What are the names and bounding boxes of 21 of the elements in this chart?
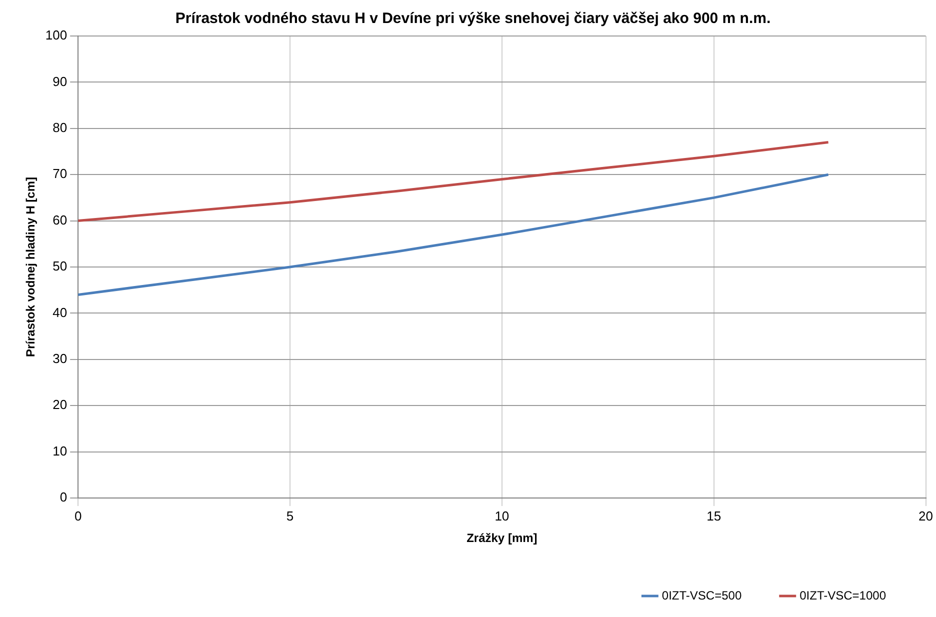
y-tick-label: 10: [52, 443, 68, 458]
y-tick-label: 70: [52, 166, 68, 182]
y-tick-label: 80: [52, 120, 68, 135]
legend-label: 0IZT-VSC=500: [662, 588, 742, 602]
x-tick-label: 0: [74, 508, 82, 524]
y-axis-title: Prírastok vodnej hladiny H [cm]: [24, 176, 38, 358]
y-tick-label: 100: [45, 28, 68, 43]
y-tick-label: 30: [52, 350, 68, 366]
x-tick-label: 15: [706, 508, 722, 524]
x-tick-label: 20: [918, 508, 934, 524]
x-tick-label: 5: [286, 508, 294, 524]
y-tick-label: 90: [52, 74, 68, 89]
x-tick-label: 10: [494, 508, 510, 524]
legend-label: 0IZT-VSC=1000: [800, 588, 886, 602]
y-tick-label: 0: [60, 490, 68, 505]
y-tick-label: 50: [52, 258, 68, 274]
x-axis-title: Zrážky [mm]: [466, 531, 538, 546]
y-tick-label: 60: [52, 212, 68, 228]
chart-title: Prírastok vodného stavu H v Devíne pri výške snehovej čiary väčšej ako 900 m n.m.: [175, 10, 771, 28]
y-tick-label: 40: [52, 304, 68, 320]
y-tick-label: 20: [52, 397, 68, 412]
